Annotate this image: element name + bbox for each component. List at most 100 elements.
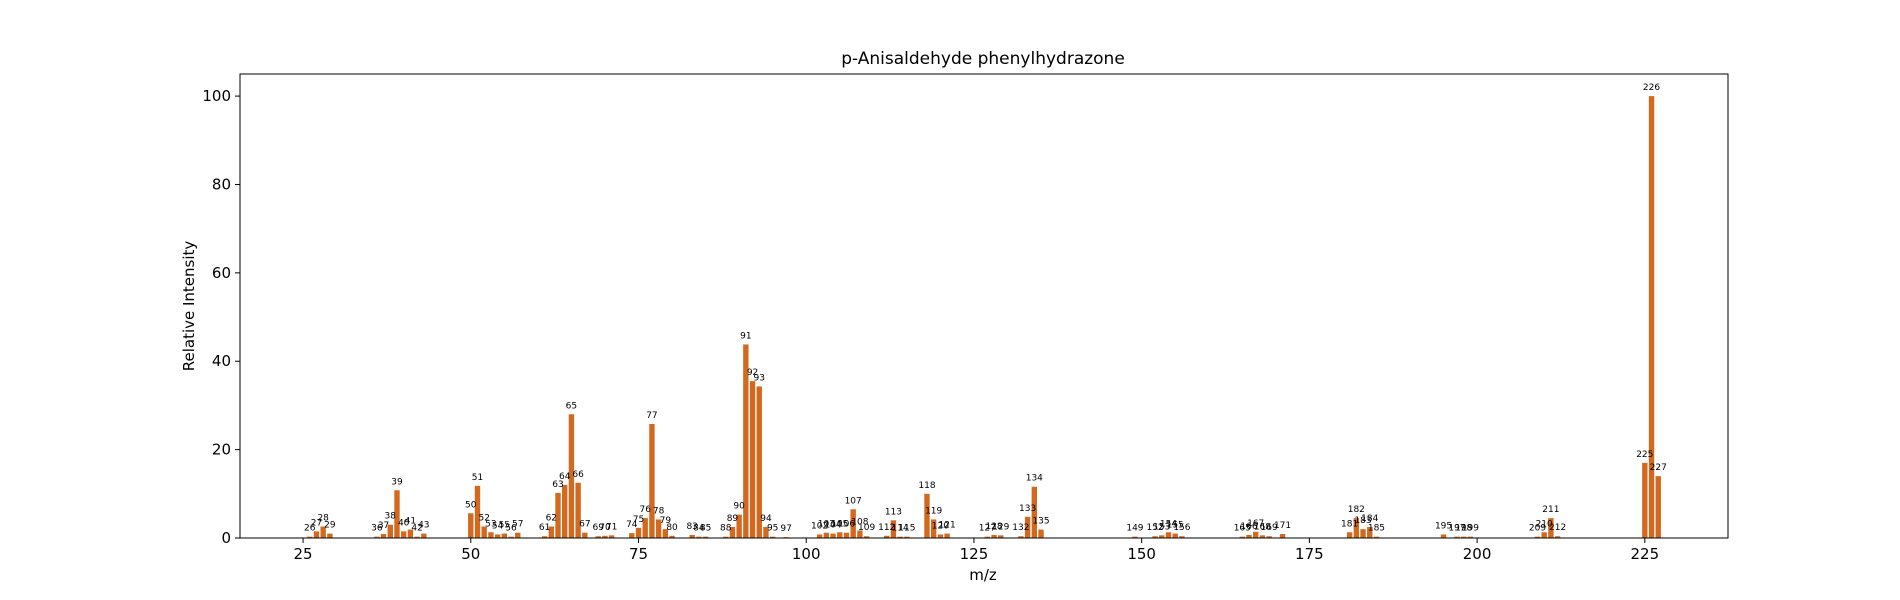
bar-label-mz-94: 94 <box>760 514 772 524</box>
x-tick-label: 100 <box>792 545 821 563</box>
bar-mz-120 <box>937 534 944 538</box>
bar-mz-197 <box>1454 536 1460 538</box>
bar-label-mz-156: 156 <box>1173 523 1190 533</box>
bar-label-mz-199: 199 <box>1462 524 1479 534</box>
bar-mz-39 <box>394 490 400 538</box>
bar-label-mz-114: 114 <box>892 524 909 534</box>
bar-label-mz-36: 36 <box>371 524 383 534</box>
bar-mz-134 <box>1031 486 1037 538</box>
bar-label-mz-83: 83 <box>686 522 697 532</box>
bar-label-mz-62: 62 <box>546 514 557 524</box>
y-tick-label: 60 <box>212 264 231 282</box>
bar-mz-69 <box>595 536 601 538</box>
bar-label-mz-119: 119 <box>925 506 942 516</box>
bar-mz-185 <box>1373 536 1380 538</box>
x-axis: 25 50 75 100 125 150 175 200 225 <box>294 538 1659 563</box>
bar-mz-51 <box>474 485 481 538</box>
bar-label-mz-57: 57 <box>512 520 523 530</box>
bar-mz-184 <box>1367 526 1373 538</box>
bar-label-mz-37: 37 <box>378 521 389 531</box>
bar-mz-85 <box>702 536 709 538</box>
bar-label-mz-184: 184 <box>1361 514 1378 524</box>
bar-label-mz-132: 132 <box>1012 523 1029 533</box>
bar-mz-210 <box>1541 532 1547 538</box>
bar-mz-169 <box>1266 536 1272 538</box>
bar-label-mz-66: 66 <box>572 470 584 480</box>
bar-label-mz-195: 195 <box>1435 521 1452 531</box>
bar-mz-155 <box>1172 533 1178 538</box>
bar-mz-121 <box>944 533 950 538</box>
bar-label-mz-121: 121 <box>939 521 956 531</box>
bar-mz-95 <box>769 536 776 538</box>
bar-label-mz-168: 168 <box>1254 522 1271 532</box>
bar-label-mz-120: 120 <box>932 521 949 531</box>
bar-label-mz-167: 167 <box>1247 519 1264 529</box>
bar-mz-149 <box>1132 536 1138 538</box>
bar-label-mz-209: 209 <box>1529 524 1546 534</box>
bar-mz-50 <box>468 513 474 538</box>
bar-label-mz-153: 153 <box>1153 522 1170 532</box>
bar-mz-83 <box>689 534 695 538</box>
bar-mz-74 <box>629 533 635 538</box>
bar-label-mz-71: 71 <box>606 522 617 532</box>
bar-label-mz-152: 152 <box>1146 523 1163 533</box>
bar-mz-114 <box>897 536 903 538</box>
x-tick-label: 75 <box>629 545 648 563</box>
bar-mz-28 <box>320 526 326 538</box>
bar-mz-168 <box>1259 535 1266 538</box>
bar-label-mz-197: 197 <box>1448 524 1465 534</box>
bar-mz-90 <box>736 514 742 538</box>
bar-mz-154 <box>1165 532 1172 538</box>
bar-mz-209 <box>1534 536 1541 538</box>
bars-layer <box>307 96 1661 538</box>
bar-mz-115 <box>904 536 910 538</box>
bar-mz-227 <box>1655 476 1661 538</box>
bar-label-mz-166: 166 <box>1240 522 1257 532</box>
bar-label-mz-95: 95 <box>767 524 778 534</box>
bar-label-mz-182: 182 <box>1348 505 1365 515</box>
bar-mz-62 <box>548 526 554 538</box>
bar-mz-103 <box>823 532 830 538</box>
bar-label-mz-109: 109 <box>858 523 875 533</box>
bar-label-mz-50: 50 <box>465 500 477 510</box>
bar-label-mz-56: 56 <box>505 524 517 534</box>
bar-label-mz-28: 28 <box>317 514 329 524</box>
bar-label-mz-106: 106 <box>838 520 855 530</box>
bar-mz-225 <box>1642 462 1648 538</box>
y-axis: 0 20 40 60 80 100 <box>202 87 240 547</box>
bar-label-mz-129: 129 <box>992 522 1009 532</box>
bar-mz-54 <box>494 534 501 538</box>
bar-label-mz-149: 149 <box>1126 524 1143 534</box>
bar-label-mz-67: 67 <box>579 520 590 530</box>
bar-label-mz-115: 115 <box>898 524 915 534</box>
bar-mz-153 <box>1159 535 1165 538</box>
bar-label-mz-52: 52 <box>478 514 489 524</box>
bar-label-mz-77: 77 <box>646 411 657 421</box>
bar-mz-79 <box>662 529 669 538</box>
bar-label-mz-90: 90 <box>733 502 745 512</box>
bar-label-mz-226: 226 <box>1643 83 1660 93</box>
bar-label-mz-70: 70 <box>599 523 611 533</box>
bar-label-mz-65: 65 <box>566 401 577 411</box>
x-tick-label: 175 <box>1295 545 1324 563</box>
bar-mz-63 <box>555 492 561 538</box>
bar-label-mz-135: 135 <box>1032 517 1049 527</box>
bar-label-mz-185: 185 <box>1368 524 1385 534</box>
bar-label-mz-43: 43 <box>418 521 429 531</box>
bar-mz-43 <box>421 533 427 538</box>
bar-mz-67 <box>582 532 588 538</box>
bar-label-mz-169: 169 <box>1261 523 1278 533</box>
x-tick-label: 150 <box>1127 545 1156 563</box>
bar-label-mz-40: 40 <box>398 518 410 528</box>
bar-label-mz-93: 93 <box>754 373 765 383</box>
bar-mz-77 <box>649 423 655 538</box>
bar-label-mz-69: 69 <box>593 523 605 533</box>
bar-mz-128 <box>991 534 997 538</box>
bar-label-mz-118: 118 <box>918 481 935 491</box>
bar-label-mz-29: 29 <box>324 521 336 531</box>
bar-label-mz-171: 171 <box>1274 521 1291 531</box>
bar-mz-129 <box>998 535 1004 538</box>
bar-label-mz-181: 181 <box>1341 519 1358 529</box>
